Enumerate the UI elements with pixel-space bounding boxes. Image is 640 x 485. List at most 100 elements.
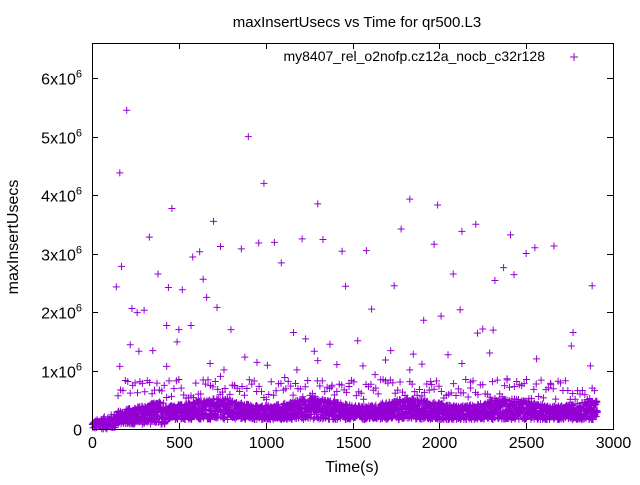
plot-border <box>92 43 614 430</box>
data-point <box>222 396 230 404</box>
outlier-point <box>310 347 318 355</box>
outlier-point <box>230 382 238 390</box>
outlier-point <box>406 366 414 374</box>
data-points <box>88 106 601 433</box>
data-point <box>403 394 411 402</box>
data-point <box>287 382 295 390</box>
data-point <box>569 389 577 397</box>
outlier-point <box>118 262 126 270</box>
data-point <box>296 385 304 393</box>
data-point <box>236 388 244 396</box>
data-point <box>272 387 280 395</box>
outlier-point <box>381 356 389 364</box>
data-point <box>418 392 426 400</box>
data-point <box>209 383 217 391</box>
x-tick-label: 1000 <box>249 435 285 452</box>
outlier-point <box>507 231 515 239</box>
outlier-point <box>123 106 131 114</box>
data-point <box>341 400 349 408</box>
y-tick-base: 6x10 <box>41 72 76 89</box>
outlier-point <box>342 282 350 290</box>
data-point <box>367 380 375 388</box>
outlier-point <box>500 264 508 272</box>
outlier-point <box>270 238 278 246</box>
data-point <box>238 382 246 390</box>
data-point <box>158 387 166 395</box>
outlier-point <box>418 360 426 368</box>
data-point <box>311 392 319 400</box>
outlier-point <box>326 340 334 348</box>
data-point <box>447 389 455 397</box>
outlier-point <box>467 384 475 392</box>
data-point <box>420 388 428 396</box>
data-point <box>435 382 443 390</box>
data-point <box>284 377 292 385</box>
data-point <box>301 383 309 391</box>
data-point <box>262 396 270 404</box>
data-point <box>576 390 584 398</box>
outlier-point <box>510 271 518 279</box>
data-point <box>161 420 169 428</box>
data-point <box>192 379 200 387</box>
outlier-point <box>586 362 594 370</box>
x-tick-label: 0 <box>88 435 97 452</box>
data-point <box>493 376 501 384</box>
outlier-point <box>206 359 214 367</box>
data-point <box>214 385 222 393</box>
data-point <box>146 379 154 387</box>
outlier-point <box>479 325 487 333</box>
data-point <box>591 387 599 395</box>
data-point <box>540 394 548 402</box>
outlier-point <box>244 133 252 141</box>
data-point <box>433 377 441 385</box>
outlier-point <box>302 335 310 343</box>
data-point <box>372 401 380 409</box>
data-point <box>537 376 545 384</box>
data-point <box>163 394 171 401</box>
y-tick-base: 0 <box>73 423 82 440</box>
y-tick-base: 3x10 <box>41 248 76 265</box>
data-point <box>189 394 197 402</box>
data-point <box>372 384 380 392</box>
data-point <box>333 387 341 395</box>
outlier-point <box>533 355 541 363</box>
y-tick-base: 1x10 <box>41 365 76 382</box>
data-point <box>560 415 568 423</box>
data-point <box>213 414 221 422</box>
outlier-point <box>213 303 221 311</box>
outlier-point <box>199 275 207 283</box>
data-point <box>197 390 205 398</box>
outlier-point <box>220 366 228 374</box>
outlier-point <box>434 201 442 209</box>
data-point <box>488 378 496 386</box>
data-point <box>486 393 494 401</box>
outlier-point <box>210 217 218 225</box>
y-tick-exponent: 6 <box>76 69 82 81</box>
data-point <box>593 397 601 405</box>
outlier-point <box>458 359 466 367</box>
legend-marker <box>570 53 578 61</box>
data-point <box>270 391 278 399</box>
data-point <box>135 417 143 425</box>
outlier-point <box>430 240 438 248</box>
outlier-point <box>293 366 301 374</box>
outlier-point <box>263 361 271 369</box>
x-tick-label: 2500 <box>509 435 545 452</box>
y-tick-label: 3x106 <box>41 245 82 265</box>
outlier-point <box>133 309 141 317</box>
data-point <box>134 389 142 397</box>
outlier-point <box>319 236 327 244</box>
outlier-point <box>260 179 268 187</box>
data-point <box>352 392 360 400</box>
outlier-point <box>569 329 577 336</box>
data-point <box>374 390 382 398</box>
outlier-point <box>458 227 466 235</box>
data-point <box>535 392 543 400</box>
data-point <box>126 389 134 397</box>
data-point <box>571 395 579 403</box>
outlier-point <box>371 371 379 379</box>
outlier-point <box>472 220 480 228</box>
data-point <box>226 390 234 398</box>
outlier-point <box>409 350 417 358</box>
outlier-point <box>333 361 341 369</box>
